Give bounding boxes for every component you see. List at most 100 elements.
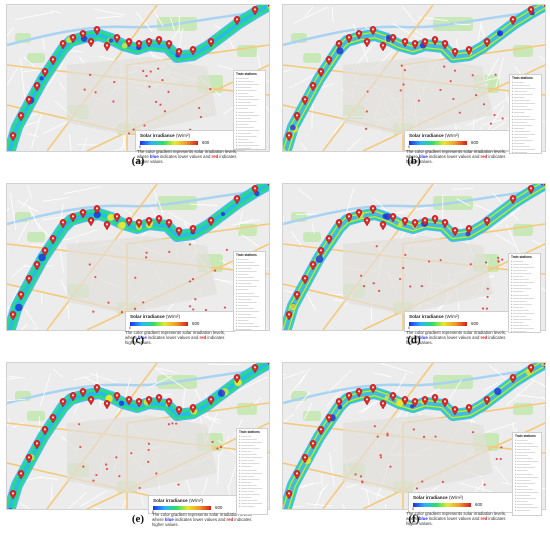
train-station-marker[interactable]	[325, 56, 333, 66]
train-station-marker[interactable]	[59, 219, 67, 229]
train-station-marker[interactable]	[33, 82, 41, 92]
train-station-marker[interactable]	[317, 426, 325, 436]
train-station-marker[interactable]	[421, 38, 429, 48]
train-station-marker[interactable]	[301, 275, 309, 285]
train-station-marker[interactable]	[41, 247, 49, 257]
train-station-marker[interactable]	[9, 132, 17, 142]
train-station-marker[interactable]	[335, 398, 343, 408]
train-station-marker[interactable]	[401, 396, 409, 406]
train-station-marker[interactable]	[266, 184, 269, 187]
train-station-marker[interactable]	[363, 396, 371, 406]
train-station-marker[interactable]	[79, 209, 87, 219]
train-station-marker[interactable]	[87, 217, 95, 227]
train-station-marker[interactable]	[309, 82, 317, 92]
train-station-marker[interactable]	[59, 398, 67, 408]
train-station-marker[interactable]	[87, 38, 95, 48]
train-station-marker[interactable]	[411, 219, 419, 229]
train-station-marker[interactable]	[233, 195, 241, 205]
train-station-marker[interactable]	[79, 30, 87, 40]
train-station-marker[interactable]	[389, 213, 397, 223]
train-station-marker[interactable]	[542, 363, 545, 366]
train-station-marker[interactable]	[325, 235, 333, 245]
train-station-marker[interactable]	[233, 374, 241, 384]
train-station-marker[interactable]	[293, 470, 301, 480]
train-station-marker[interactable]	[527, 185, 535, 195]
train-station-marker[interactable]	[49, 56, 57, 66]
train-station-marker[interactable]	[189, 225, 197, 235]
train-station-marker[interactable]	[345, 392, 353, 402]
train-station-marker[interactable]	[483, 217, 491, 227]
train-station-marker[interactable]	[175, 406, 183, 416]
train-station-marker[interactable]	[309, 440, 317, 450]
train-station-marker[interactable]	[17, 291, 25, 301]
train-station-marker[interactable]	[411, 398, 419, 408]
train-station-marker[interactable]	[69, 34, 77, 44]
train-station-marker[interactable]	[165, 40, 173, 50]
train-station-marker[interactable]	[145, 396, 153, 406]
train-station-marker[interactable]	[369, 205, 377, 215]
train-station-marker[interactable]	[379, 42, 387, 52]
train-station-marker[interactable]	[389, 392, 397, 402]
train-station-marker[interactable]	[103, 221, 111, 231]
train-station-marker[interactable]	[33, 440, 41, 450]
train-station-marker[interactable]	[207, 38, 215, 48]
train-station-marker[interactable]	[189, 46, 197, 56]
train-station-marker[interactable]	[285, 132, 293, 142]
train-station-marker[interactable]	[363, 217, 371, 227]
train-station-marker[interactable]	[93, 205, 101, 215]
train-station-marker[interactable]	[441, 219, 449, 229]
train-station-marker[interactable]	[9, 490, 17, 500]
train-station-marker[interactable]	[59, 40, 67, 50]
train-station-marker[interactable]	[33, 261, 41, 271]
train-station-marker[interactable]	[401, 217, 409, 227]
train-station-marker[interactable]	[207, 396, 215, 406]
train-station-marker[interactable]	[207, 217, 215, 227]
train-station-marker[interactable]	[483, 396, 491, 406]
train-station-marker[interactable]	[87, 396, 95, 406]
train-station-marker[interactable]	[135, 398, 143, 408]
train-station-marker[interactable]	[125, 38, 133, 48]
train-station-marker[interactable]	[389, 34, 397, 44]
train-station-marker[interactable]	[93, 26, 101, 36]
train-station-marker[interactable]	[251, 364, 259, 374]
train-station-marker[interactable]	[355, 30, 363, 40]
solar-irradiance-map[interactable]	[282, 362, 546, 510]
train-station-marker[interactable]	[509, 195, 517, 205]
train-station-marker[interactable]	[441, 398, 449, 408]
train-station-marker[interactable]	[251, 185, 259, 195]
train-station-marker[interactable]	[175, 48, 183, 58]
train-station-marker[interactable]	[189, 404, 197, 414]
train-station-marker[interactable]	[251, 6, 259, 16]
train-station-marker[interactable]	[93, 384, 101, 394]
train-station-marker[interactable]	[465, 225, 473, 235]
train-station-marker[interactable]	[233, 16, 241, 26]
solar-irradiance-map[interactable]	[282, 4, 546, 152]
train-station-marker[interactable]	[369, 26, 377, 36]
train-station-marker[interactable]	[266, 363, 269, 366]
train-station-marker[interactable]	[542, 5, 545, 8]
train-station-marker[interactable]	[285, 311, 293, 321]
train-station-marker[interactable]	[483, 38, 491, 48]
train-station-marker[interactable]	[355, 209, 363, 219]
train-station-marker[interactable]	[369, 384, 377, 394]
train-station-marker[interactable]	[266, 5, 269, 8]
train-station-marker[interactable]	[113, 392, 121, 402]
train-station-marker[interactable]	[431, 394, 439, 404]
train-station-marker[interactable]	[355, 388, 363, 398]
solar-irradiance-map[interactable]	[6, 362, 270, 510]
train-station-marker[interactable]	[113, 34, 121, 44]
train-station-marker[interactable]	[363, 38, 371, 48]
train-station-marker[interactable]	[317, 68, 325, 78]
train-station-marker[interactable]	[25, 96, 33, 106]
train-station-marker[interactable]	[25, 454, 33, 464]
solar-irradiance-map[interactable]	[6, 183, 270, 331]
train-station-marker[interactable]	[135, 40, 143, 50]
train-station-marker[interactable]	[411, 40, 419, 50]
train-station-marker[interactable]	[49, 235, 57, 245]
train-station-marker[interactable]	[79, 388, 87, 398]
train-station-marker[interactable]	[317, 247, 325, 257]
train-station-marker[interactable]	[451, 406, 459, 416]
solar-irradiance-map[interactable]	[282, 183, 546, 331]
train-station-marker[interactable]	[465, 46, 473, 56]
train-station-marker[interactable]	[379, 400, 387, 410]
